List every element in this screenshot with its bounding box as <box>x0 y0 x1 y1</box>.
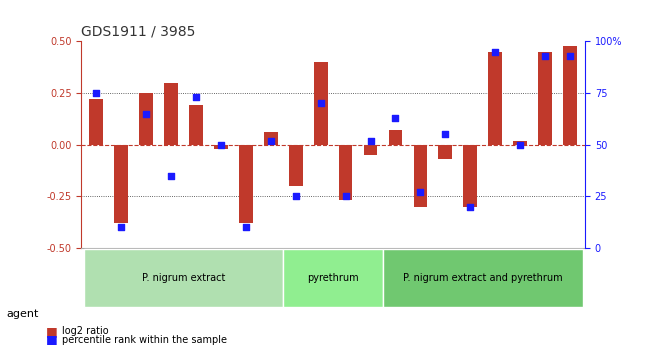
Point <box>166 173 176 178</box>
Text: pyrethrum: pyrethrum <box>307 273 359 283</box>
Text: ■: ■ <box>46 333 57 345</box>
Point <box>291 194 301 199</box>
Point <box>515 142 525 147</box>
Bar <box>363 145 378 155</box>
Point <box>341 194 351 199</box>
FancyBboxPatch shape <box>84 249 283 307</box>
Bar <box>389 130 402 145</box>
Bar <box>264 132 278 145</box>
Text: GDS1911 / 3985: GDS1911 / 3985 <box>81 25 196 39</box>
Bar <box>413 145 427 207</box>
Point <box>315 101 326 106</box>
Point <box>365 138 376 143</box>
Point <box>440 131 450 137</box>
Text: percentile rank within the sample: percentile rank within the sample <box>62 335 227 345</box>
Text: agent: agent <box>6 309 39 319</box>
Point <box>266 138 276 143</box>
Bar <box>89 99 103 145</box>
Text: P. nigrum extract and pyrethrum: P. nigrum extract and pyrethrum <box>403 273 562 283</box>
Bar <box>139 93 153 145</box>
Point <box>116 225 126 230</box>
Point <box>190 95 201 100</box>
Text: log2 ratio: log2 ratio <box>62 326 109 336</box>
Bar <box>563 46 577 145</box>
Bar <box>514 140 527 145</box>
Text: P. nigrum extract: P. nigrum extract <box>142 273 225 283</box>
Bar <box>189 106 203 145</box>
Point <box>540 53 551 59</box>
Point <box>216 142 226 147</box>
Point <box>141 111 151 117</box>
Point <box>240 225 251 230</box>
Point <box>415 189 426 195</box>
Bar <box>114 145 128 223</box>
Bar <box>463 145 477 207</box>
Point <box>490 49 501 55</box>
Bar <box>314 62 328 145</box>
Point <box>390 115 400 121</box>
Text: ■: ■ <box>46 325 57 338</box>
Bar <box>289 145 303 186</box>
FancyBboxPatch shape <box>383 249 582 307</box>
Bar <box>164 83 178 145</box>
Bar <box>538 52 552 145</box>
Point <box>465 204 476 209</box>
Bar <box>439 145 452 159</box>
Bar <box>214 145 228 149</box>
Bar <box>488 52 502 145</box>
Point <box>565 53 575 59</box>
Point <box>91 90 101 96</box>
FancyBboxPatch shape <box>283 249 383 307</box>
Bar <box>239 145 253 223</box>
Bar <box>339 145 352 200</box>
